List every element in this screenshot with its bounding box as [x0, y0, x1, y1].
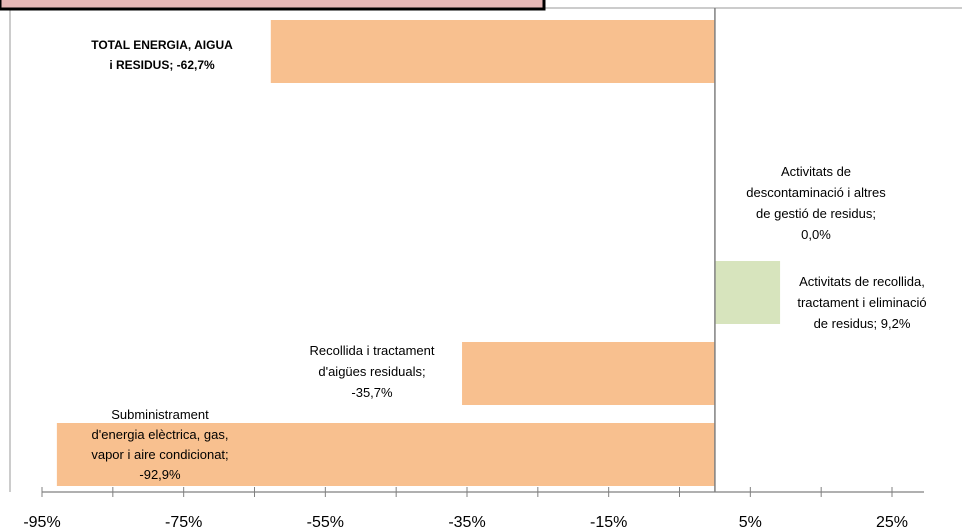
x-tick-label: 25% [876, 514, 908, 531]
x-tick-label: -55% [307, 514, 344, 531]
bar-1 [270, 20, 715, 83]
x-tick-label: 5% [739, 514, 762, 531]
data-label-3: Activitats de recollida, tractament i eli… [797, 274, 926, 331]
x-tick-label: -95% [23, 514, 60, 531]
bar-4 [462, 342, 715, 405]
bar-3 [714, 261, 781, 324]
data-label-2: Activitats de descontaminació i altres de … [746, 164, 886, 242]
data-label-4: Recollida i tractament d'aigües residuals… [310, 343, 435, 400]
bar-5 [56, 423, 715, 486]
data-label-1: TOTAL ENERGIA, AIGUA i RESIDUS; -62,7% [91, 38, 233, 72]
x-tick-label: -75% [165, 514, 202, 531]
x-tick-label: -15% [590, 514, 627, 531]
data-label-5: Subministrament d'energia elèctrica, gas,… [91, 407, 228, 482]
x-tick-label: -35% [448, 514, 485, 531]
title-box [0, 0, 546, 11]
